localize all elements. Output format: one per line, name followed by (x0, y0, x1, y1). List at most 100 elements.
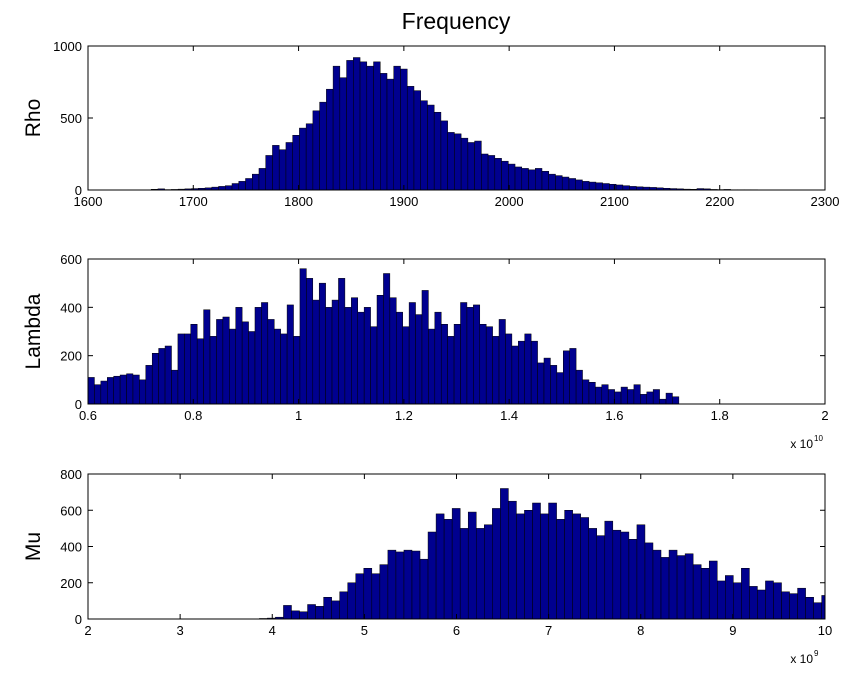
histogram-bar (467, 142, 475, 191)
histogram-bar (299, 127, 307, 191)
histogram-bar (363, 307, 371, 405)
histogram-bar (419, 558, 429, 620)
histogram-bar (209, 336, 217, 405)
histogram-bar (171, 369, 179, 405)
histogram-bar (543, 357, 551, 405)
histogram-bar (580, 517, 589, 620)
histogram-bar (575, 369, 583, 405)
histogram-bar (332, 65, 341, 191)
histogram-bar (588, 528, 597, 620)
histogram-bar (474, 140, 482, 191)
histogram-bar (339, 591, 348, 620)
x-tick-label: 1.6 (605, 408, 623, 423)
x-tick-label: 2200 (705, 194, 734, 209)
histogram-bar (601, 384, 609, 405)
histogram-bar (516, 513, 525, 620)
histogram-bar (636, 524, 646, 620)
histogram-bar (222, 316, 230, 405)
histogram-bar (245, 178, 253, 191)
x-tick-label: 1900 (389, 194, 418, 209)
histogram-bar (700, 568, 710, 620)
x-tick-label: 9 (729, 623, 736, 638)
histogram-bar (216, 319, 224, 405)
histogram-bar (498, 319, 506, 405)
histogram-bar (413, 90, 421, 191)
x-axis-multiplier-exponent: 10 (814, 434, 823, 443)
histogram-bar (665, 392, 673, 405)
histogram-bar (575, 179, 583, 191)
histogram-bar (749, 586, 758, 620)
x-tick-label: 1.2 (395, 408, 413, 423)
histogram-bar (383, 273, 391, 405)
histogram-bar (501, 160, 509, 191)
histogram-bar (315, 606, 324, 620)
histogram-bar (396, 311, 403, 405)
histogram-bar (612, 529, 622, 620)
histogram-bar (235, 307, 243, 405)
histogram-bar (797, 587, 806, 620)
histogram-bar (540, 513, 549, 620)
histogram-bar (652, 549, 662, 620)
histogram-bar (460, 302, 468, 405)
histogram-bar (344, 307, 352, 405)
histogram-bar (659, 398, 667, 405)
y-tick-label: 0 (75, 397, 82, 412)
histogram-bar (530, 340, 538, 405)
y-axis-label: Lambda (22, 293, 45, 369)
histogram-bar (261, 302, 269, 405)
histogram-bar (331, 600, 340, 620)
x-tick-label: 7 (545, 623, 552, 638)
y-tick-label: 0 (75, 183, 82, 198)
y-tick-label: 200 (60, 349, 82, 364)
histogram-bar (467, 511, 477, 620)
x-tick-label: 2100 (600, 194, 629, 209)
histogram-bar (427, 104, 435, 191)
histogram-bar (379, 564, 389, 620)
histogram-bar (373, 61, 381, 191)
histogram-bar (521, 168, 529, 191)
x-tick-label: 5 (361, 623, 368, 638)
histogram-bar (609, 183, 617, 191)
histogram-bar (556, 519, 565, 620)
histogram-bar (286, 304, 294, 405)
histogram-bar (500, 488, 509, 620)
histogram-bar (532, 502, 541, 620)
histogram-bar (402, 326, 410, 405)
histogram-bar (389, 297, 397, 405)
axes-frame (87, 258, 826, 405)
histogram-bar (805, 597, 814, 620)
histogram-bar (492, 336, 500, 405)
histogram-bar (347, 582, 357, 620)
x-tick-label: 0.8 (184, 408, 202, 423)
histogram-bar (535, 168, 543, 191)
histogram-bar (692, 564, 702, 620)
x-tick-label: 1.8 (711, 408, 729, 423)
histogram-bar (508, 500, 517, 620)
histogram-bar (487, 155, 496, 191)
histogram-bar (524, 510, 533, 620)
histogram-bar (528, 169, 536, 191)
subplot-panels: 1600 1700 1800 1900 2000 2100 2200 230005001000… (22, 39, 839, 666)
histogram-bar (582, 379, 590, 405)
histogram-bar (427, 531, 437, 620)
histogram-bar (312, 299, 320, 405)
histogram-bar (620, 531, 630, 620)
histogram-bar (371, 573, 381, 620)
histogram-bar (627, 389, 635, 405)
histogram-bar (339, 77, 347, 191)
histogram-bar (218, 186, 226, 191)
histogram-bar (312, 110, 320, 191)
histogram-bar (225, 185, 233, 191)
histogram-bar (428, 328, 436, 405)
histogram-bar (459, 528, 469, 620)
histogram-bar (640, 394, 648, 405)
histogram-bar (145, 365, 153, 405)
histogram-bar (325, 307, 333, 405)
histogram-bar (548, 173, 556, 191)
histogram-bar (511, 345, 519, 405)
histogram-bar (556, 372, 564, 405)
histogram-bar (408, 302, 416, 405)
histogram-bar (466, 307, 474, 405)
histogram-bar (355, 573, 365, 620)
histogram-bar (346, 60, 354, 191)
